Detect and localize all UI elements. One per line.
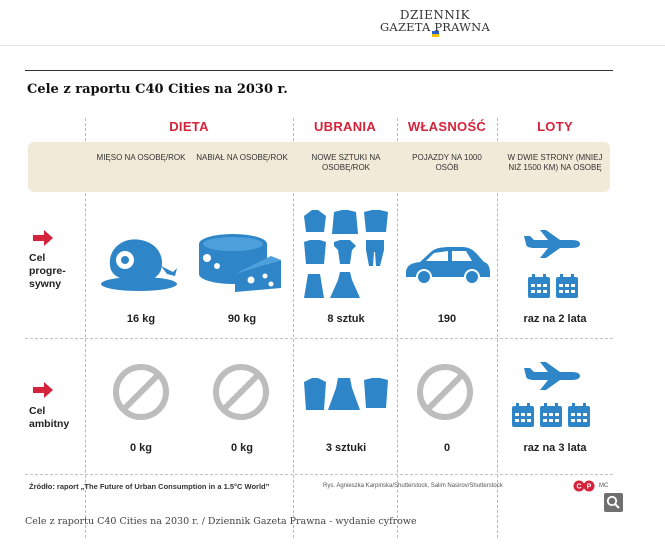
zoom-button[interactable] [604, 493, 623, 512]
calendar-icon [528, 274, 578, 298]
svg-text:P: P [587, 484, 592, 491]
image-caption: Cele z raportu C40 Cities na 2030 r. / D… [25, 516, 417, 527]
red-arrow-icon [33, 230, 53, 246]
value-flights-progressive: raz na 2 lata [523, 313, 587, 325]
logo-line-2: GAZETA PRAWNA [380, 20, 490, 34]
clothes-icon [304, 210, 388, 298]
category-loty: LOTY [537, 119, 573, 134]
ukraine-flag-icon [432, 31, 439, 37]
column-divider [293, 118, 294, 538]
site-logo[interactable]: DZIENNIK GAZETA PRAWNA [380, 8, 490, 37]
column-header-dairy: NABIAŁ NA OSOBĘ/ROK [196, 153, 288, 162]
row-label-ambitious: Cel ambitny [29, 405, 69, 431]
logo-line-1: DZIENNIK [399, 8, 471, 22]
column-divider [497, 118, 498, 538]
value-vehicles-ambitious: 0 [443, 442, 451, 454]
category-dieta: DIETA [169, 119, 209, 134]
prohibited-icon [417, 364, 473, 420]
value-dairy-ambitious: 0 kg [230, 442, 253, 454]
row-label-line: sywny [29, 278, 62, 290]
infographic-title: Cele z raportu C40 Cities na 2030 r. [27, 82, 288, 97]
author-initials: MC [599, 483, 609, 489]
column-header-clothes: NOWE SZTUKI NA OSOBĘ/ROK [311, 153, 381, 172]
column-header-meat: MIĘSO NA OSOBĘ/ROK [96, 153, 186, 162]
row-label-line: Cel [29, 252, 46, 264]
row-label-progressive: Cel progre- sywny [29, 252, 66, 291]
red-arrow-icon [33, 382, 53, 398]
ham-icon [101, 239, 177, 291]
row-label-line: Cel [29, 405, 46, 417]
prohibited-icon [213, 364, 269, 420]
value-vehicles-progressive: 190 [437, 313, 457, 325]
cheese-icon [199, 234, 281, 292]
value-dairy-progressive: 90 kg [227, 313, 257, 325]
source-note: Źródło: raport „The Future of Urban Cons… [29, 482, 270, 491]
svg-text:C: C [576, 484, 581, 491]
column-header-flights: W DWIE STRONY (MNIEJ NIŻ 1500 KM) NA OSO… [507, 153, 603, 172]
row-label-line: progre- [29, 265, 66, 277]
image-credit: Rys. Agnieszka Karpinska/Shutterstock, S… [323, 483, 503, 489]
magnifier-icon [606, 495, 620, 509]
site-header: DZIENNIK GAZETA PRAWNA [0, 0, 665, 46]
category-wlasnosc: WŁASNOŚĆ [407, 119, 487, 134]
row-divider [25, 474, 613, 475]
prohibited-icon [113, 364, 169, 420]
value-meat-progressive: 16 kg [126, 313, 156, 325]
row-label-line: ambitny [29, 418, 70, 430]
value-clothes-ambitious: 3 sztuki [325, 442, 367, 454]
plane-icon [524, 230, 580, 258]
infographic: Cele z raportu C40 Cities na 2030 r. DIE… [25, 70, 615, 538]
value-clothes-progressive: 8 sztuk [327, 313, 365, 325]
row-divider [25, 338, 613, 339]
column-divider [397, 118, 398, 538]
clothes-icon [304, 378, 388, 410]
title-rule [25, 70, 613, 71]
column-header-vehicles: POJAZDY NA 1000 OSÓB [412, 153, 482, 172]
car-icon [406, 247, 490, 285]
category-ubrania: UBRANIA [313, 119, 377, 134]
column-header-band [28, 142, 610, 192]
dgp-mark-icon: C P [573, 480, 595, 492]
value-meat-ambitious: 0 kg [129, 442, 152, 454]
calendar-icon [512, 403, 590, 427]
value-flights-ambitious: raz na 3 lata [523, 442, 587, 454]
column-divider [85, 118, 86, 538]
plane-icon [524, 362, 580, 390]
